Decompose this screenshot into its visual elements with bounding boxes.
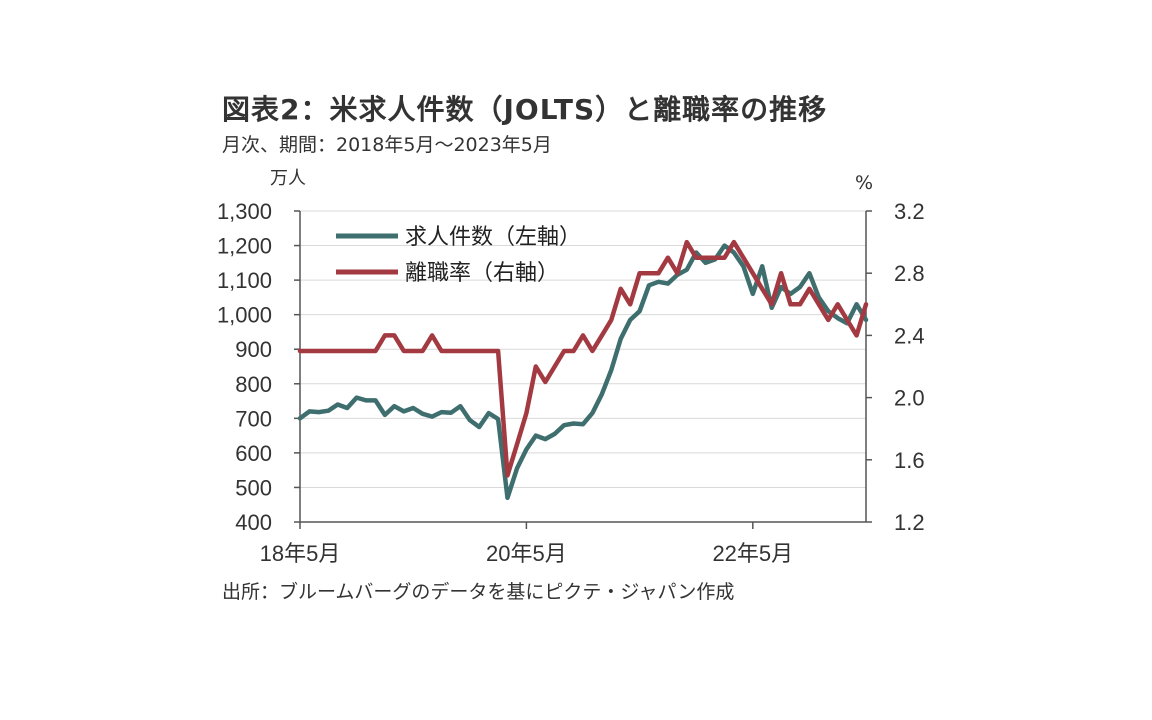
chart-title: 図表2：米求人件数（JOLTS）と離職率の推移 — [222, 93, 828, 126]
left-tick-label: 800 — [235, 372, 272, 397]
right-tick-label: 2.0 — [894, 386, 925, 411]
right-tick-label: 2.8 — [894, 261, 925, 286]
left-tick-label: 600 — [235, 441, 272, 466]
right-tick-label: 1.2 — [894, 510, 925, 535]
chart-subtitle: 月次、期間：2018年5月～2023年5月 — [222, 134, 552, 156]
left-tick-label: 1,200 — [217, 234, 272, 259]
gridlines — [300, 210, 866, 488]
legend: 求人件数（左軸） 離職率（右軸） — [336, 225, 581, 286]
x-tick-label: 18年5月 — [260, 541, 341, 566]
right-tick-label: 2.4 — [894, 323, 925, 348]
series-line-quits — [297, 239, 869, 478]
left-tick-label: 500 — [235, 475, 272, 500]
right-tick-label: 3.2 — [894, 199, 925, 224]
left-tick-label: 1,100 — [217, 268, 272, 293]
axes: 400 500 600 700 800 900 1,000 1,100 1,200 1,300 1.… — [217, 199, 925, 566]
x-tick-label: 22年5月 — [712, 541, 793, 566]
x-tick-label: 20年5月 — [486, 541, 567, 566]
left-tick-label: 700 — [235, 406, 272, 431]
legend-label: 離職率（右軸） — [405, 261, 559, 286]
left-tick-label: 900 — [235, 337, 272, 362]
source-note: 出所：ブルームバーグのデータを基にピクテ・ジャパン作成 — [222, 581, 735, 603]
series-line-openings — [297, 243, 869, 501]
series-lines — [297, 239, 869, 501]
right-axis-unit: % — [855, 172, 874, 194]
right-tick-label: 1.6 — [894, 448, 925, 473]
left-tick-label: 1,300 — [217, 199, 272, 224]
legend-label: 求人件数（左軸） — [405, 225, 581, 250]
left-tick-label: 400 — [235, 510, 272, 535]
left-axis-unit: 万人 — [270, 168, 306, 189]
left-tick-label: 1,000 — [217, 303, 272, 328]
